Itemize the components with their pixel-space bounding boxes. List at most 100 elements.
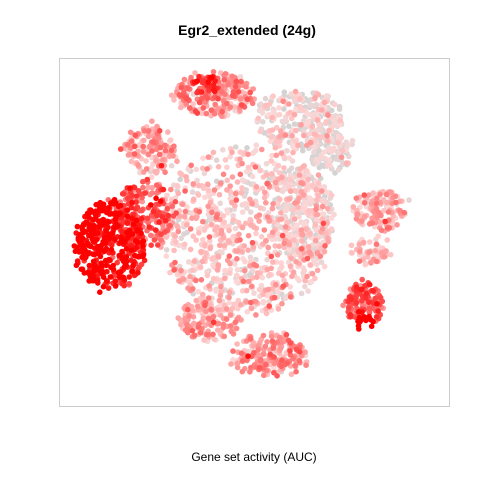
scatter-point (215, 307, 222, 313)
scatter-point (140, 243, 146, 250)
scatter-point (103, 246, 109, 253)
scatter-point (281, 277, 287, 284)
scatter-point (232, 144, 239, 150)
scatter-point (325, 112, 331, 118)
scatter-point (201, 337, 207, 343)
scatter-point (188, 74, 194, 81)
scatter-point (80, 222, 87, 228)
scatter-point (384, 199, 390, 206)
scatter-point (275, 162, 282, 169)
scatter-point (167, 269, 173, 276)
scatter-point (204, 166, 210, 172)
scatter-point (370, 318, 376, 325)
scatter-point (245, 247, 251, 253)
scatter-point (212, 101, 218, 108)
scatter-point (247, 336, 254, 342)
scatter-point (353, 216, 360, 222)
scatter-point (220, 171, 227, 178)
scatter-point (337, 117, 344, 124)
scatter-point (353, 284, 360, 290)
scatter-point (105, 285, 112, 291)
scatter-point (245, 164, 252, 171)
scatter-point (222, 157, 229, 163)
scatter-point (299, 238, 306, 244)
scatter-point (102, 240, 109, 247)
scatter-point (194, 177, 200, 184)
scatter-point (278, 205, 285, 211)
scatter-point (325, 138, 331, 144)
scatter-point (169, 203, 176, 210)
scatter-point (123, 263, 130, 269)
scatter-point (247, 254, 254, 261)
scatter-point (302, 220, 308, 227)
scatter-point (284, 360, 291, 366)
scatter-point (366, 281, 373, 288)
scatter-point (244, 145, 250, 151)
scatter-point (222, 267, 228, 274)
scatter-point (153, 195, 159, 202)
scatter-point (163, 247, 170, 253)
scatter-point (215, 320, 222, 327)
scatter-point (162, 147, 169, 154)
scatter-point (124, 207, 131, 213)
scatter-point (94, 230, 101, 236)
scatter-point (250, 244, 257, 251)
scatter-point (227, 183, 233, 189)
scatter-point (206, 216, 213, 222)
scatter-point (346, 153, 352, 160)
scatter-point (97, 289, 103, 296)
scatter-point (217, 200, 223, 207)
scatter-point (237, 149, 243, 155)
scatter-point (107, 210, 113, 217)
scatter-point (190, 233, 197, 239)
scatter-point (187, 105, 193, 111)
scatter-point (335, 139, 341, 146)
scatter-point (271, 294, 278, 301)
scatter-point (368, 323, 375, 330)
scatter-point (277, 334, 283, 341)
scatter-point (210, 69, 217, 75)
scatter-point (345, 305, 352, 311)
scatter-point (268, 134, 275, 140)
scatter-point (276, 111, 283, 118)
scatter-point (349, 250, 355, 256)
scatter-point (366, 309, 373, 316)
scatter-point (202, 302, 208, 309)
scatter-point (134, 227, 140, 234)
scatter-point (372, 295, 379, 302)
scatter-point (304, 110, 311, 117)
scatter-point (272, 179, 279, 186)
scatter-point (221, 333, 228, 340)
scatter-point (207, 302, 213, 309)
scatter-point (144, 176, 151, 183)
scatter-point (93, 201, 99, 208)
scatter-point (221, 219, 227, 225)
scatter-point (112, 278, 119, 284)
scatter-point (86, 278, 92, 284)
scatter-point (283, 331, 290, 338)
scatter-point (286, 246, 293, 253)
scatter-point (171, 97, 177, 103)
scatter-point (345, 142, 352, 148)
scatter-point (393, 199, 399, 206)
scatter-point (350, 204, 357, 210)
scatter-point (239, 177, 246, 183)
scatter-point (384, 237, 391, 243)
scatter-point (181, 89, 187, 96)
scatter-point (296, 213, 302, 220)
scatter-point (100, 283, 107, 290)
scatter-point (165, 212, 172, 219)
scatter-point (218, 227, 225, 234)
scatter-point (208, 107, 215, 113)
scatter-point (337, 121, 343, 128)
scatter-point (301, 163, 308, 169)
scatter-point (113, 221, 119, 227)
scatter-point (145, 128, 152, 134)
scatter-point (200, 105, 207, 111)
scatter-point (253, 142, 260, 148)
scatter-point (254, 270, 261, 276)
scatter-point (264, 180, 270, 187)
scatter-point (202, 194, 208, 201)
scatter-point (215, 164, 222, 170)
scatter-point (129, 199, 135, 206)
